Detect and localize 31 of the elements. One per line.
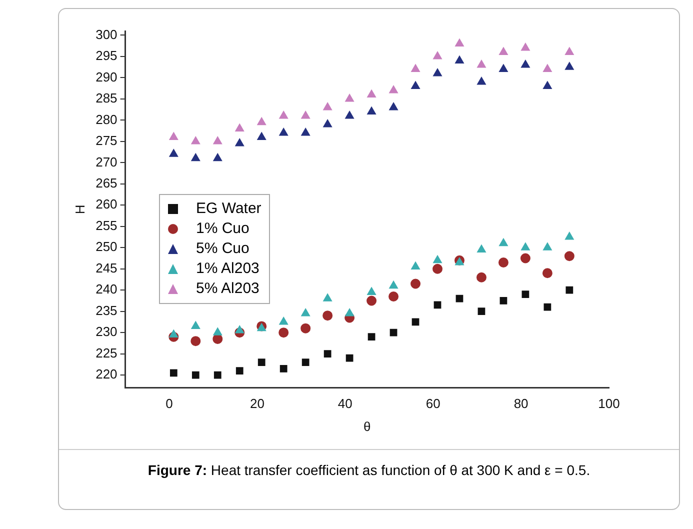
x-tick-label: 80	[514, 396, 528, 412]
y-tick-label: 260	[96, 196, 118, 212]
legend-label: 1% Cuo	[196, 220, 250, 237]
y-tick-label: 220	[96, 366, 118, 382]
y-tick-label: 270	[96, 154, 118, 170]
y-axis-title: H	[72, 204, 88, 214]
y-tick-label: 290	[96, 69, 118, 84]
legend-label: 1% Al203	[196, 260, 260, 277]
x-tick-label: 40	[338, 396, 352, 412]
y-tick-label: 235	[96, 302, 118, 318]
y-tick-label: 255	[96, 218, 118, 233]
y-tick-label: 300	[96, 26, 118, 42]
y-tick-label: 250	[96, 239, 118, 254]
x-axis-title: θ	[364, 418, 371, 434]
y-tick-label: 240	[96, 282, 118, 297]
y-tick-label: 275	[96, 133, 118, 148]
legend-label: 5% Al203	[196, 280, 260, 297]
caption: Figure 7: Heat transfer coefficient as function of θ at 300 K and ε = 0.5.	[146, 462, 592, 478]
legend-label: EG Water	[196, 200, 262, 217]
y-tick-label: 245	[96, 260, 118, 276]
y-tick-label: 265	[96, 175, 118, 190]
x-tick-label: 20	[250, 396, 264, 412]
y-tick-label: 280	[96, 112, 118, 127]
y-tick-label: 295	[96, 48, 118, 64]
legend-label: 5% Cuo	[196, 240, 250, 257]
x-tick-label: 0	[166, 396, 173, 412]
x-tick-label: 60	[426, 396, 440, 412]
x-tick-label: 100	[598, 396, 620, 412]
y-tick-label: 225	[96, 345, 118, 360]
y-tick-label: 230	[96, 324, 118, 340]
y-tick-label: 285	[96, 90, 118, 106]
